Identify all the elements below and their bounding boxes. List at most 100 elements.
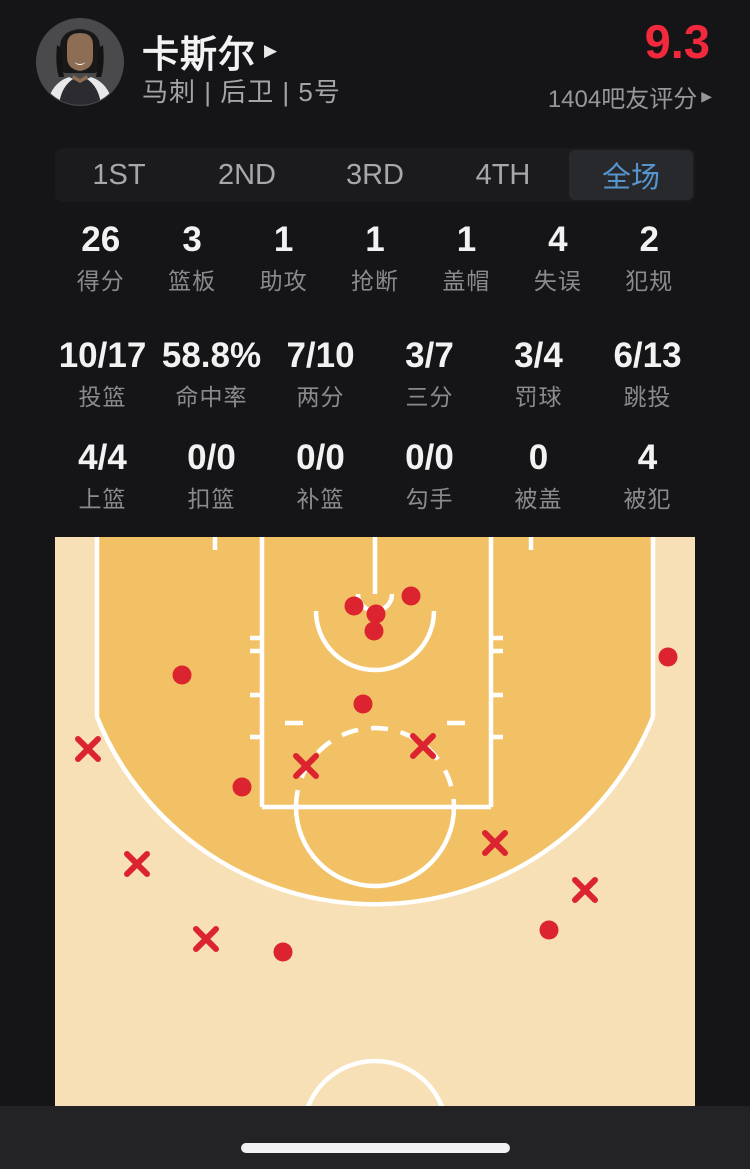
stat-label: 失误	[533, 268, 582, 294]
stat-value: 10/17	[58, 336, 147, 375]
stat-label: 被盖	[514, 486, 563, 512]
player-photo	[37, 19, 123, 105]
missed-shot-marker	[124, 851, 150, 877]
stat-value: 1	[273, 220, 294, 259]
bottom-bar	[0, 1106, 750, 1169]
missed-shot-marker	[482, 830, 508, 856]
missed-shot-marker	[410, 733, 436, 759]
stats-row-shot-types: 4/4 上篮 0/0 扣篮 0/0 补篮 0/0 勾手 0 被盖 4 被犯	[48, 436, 702, 514]
stat-cell: 2 犯规	[604, 218, 695, 296]
stat-cell: 0/0 补篮	[266, 436, 375, 514]
stat-cell: 0 被盖	[484, 436, 593, 514]
made-shot-marker	[344, 596, 364, 616]
stat-value: 4/4	[78, 438, 127, 477]
stat-cell: 0/0 扣篮	[157, 436, 266, 514]
tab-3RD[interactable]: 3RD	[313, 150, 437, 200]
rating-value: 9.3	[644, 15, 710, 68]
stat-value: 0	[528, 438, 549, 477]
stat-label: 扣篮	[187, 486, 236, 512]
stat-label: 盖帽	[442, 268, 491, 294]
lane-hash-left	[250, 635, 262, 740]
lane-hash-right	[491, 635, 503, 740]
tab-4TH[interactable]: 4TH	[441, 150, 565, 200]
made-shot-marker	[658, 647, 678, 667]
stat-cell: 3/4 罚球	[484, 334, 593, 412]
made-shot-marker	[364, 621, 384, 641]
stat-label: 篮板	[168, 268, 217, 294]
made-shot-marker	[353, 694, 373, 714]
stat-cell: 26 得分	[55, 218, 146, 296]
made-shot-marker	[172, 665, 192, 685]
stat-value: 1	[456, 220, 477, 259]
stat-label: 三分	[405, 384, 454, 410]
stat-label: 被犯	[623, 486, 672, 512]
stat-value: 3/4	[514, 336, 563, 375]
stat-cell: 0/0 勾手	[375, 436, 484, 514]
made-shot-marker	[366, 604, 386, 624]
name-expand-arrow-icon: ▶	[264, 41, 278, 60]
stat-cell: 6/13 跳投	[593, 334, 702, 412]
tab-全场[interactable]: 全场	[569, 150, 693, 200]
rating-caption: 1404吧友评分	[547, 86, 698, 113]
stat-label: 犯规	[625, 268, 674, 294]
stat-label: 罚球	[514, 384, 563, 410]
made-shot-marker	[401, 586, 421, 606]
restricted-area-arc	[313, 610, 437, 673]
stat-value: 6/13	[613, 336, 682, 375]
stats-row-basic: 26 得分 3 篮板 1 助攻 1 抢断 1 盖帽 4 失误 2 犯规	[55, 218, 695, 296]
stat-cell: 10/17 投篮	[48, 334, 157, 412]
stat-value: 1	[365, 220, 385, 259]
tab-2ND[interactable]: 2ND	[185, 150, 309, 200]
stat-value: 7/10	[286, 336, 355, 375]
missed-shot-marker	[75, 736, 101, 762]
shot-chart	[55, 537, 695, 1169]
stat-value: 4	[637, 438, 658, 477]
home-indicator[interactable]	[241, 1143, 510, 1153]
stat-value: 0/0	[405, 438, 454, 477]
stat-value: 26	[81, 220, 121, 259]
player-header: 卡斯尔 ▶ 马刺 | 后卫 | 5号 9.3 1404吧友评分 ▶	[0, 0, 750, 130]
stat-label: 得分	[76, 268, 125, 294]
shot-markers	[75, 586, 678, 962]
court-inside-arc-area	[97, 537, 653, 905]
stat-cell: 1 盖帽	[421, 218, 512, 296]
stat-label: 跳投	[623, 384, 672, 410]
stat-value: 0/0	[296, 438, 345, 477]
stat-cell: 1 抢断	[329, 218, 420, 296]
stat-value: 0/0	[187, 438, 236, 477]
stat-label: 抢断	[350, 268, 399, 294]
stat-value: 2	[639, 220, 660, 259]
stat-label: 补篮	[296, 486, 345, 512]
halfcourt-svg	[55, 537, 695, 1169]
player-name-row[interactable]: 卡斯尔 ▶	[142, 24, 277, 78]
stat-value: 3/7	[405, 336, 454, 375]
stat-cell: 4 失误	[512, 218, 603, 296]
rating-arrow-icon: ▶	[701, 88, 712, 104]
made-shot-marker	[232, 777, 252, 797]
stat-value: 3	[182, 220, 202, 259]
stat-cell: 3 篮板	[146, 218, 237, 296]
made-shot-marker	[539, 920, 559, 940]
stat-value: 58.8%	[161, 336, 262, 375]
stat-cell: 58.8% 命中率	[157, 334, 266, 412]
free-throw-circle-bottom	[293, 806, 457, 889]
stat-cell: 4/4 上篮	[48, 436, 157, 514]
made-shot-marker	[273, 942, 293, 962]
stat-label: 上篮	[78, 486, 127, 512]
player-meta: 马刺 | 后卫 | 5号	[142, 77, 341, 107]
player-name: 卡斯尔	[142, 34, 256, 75]
player-avatar[interactable]	[36, 18, 124, 106]
stat-value: 4	[548, 220, 568, 259]
missed-shot-marker	[193, 926, 219, 952]
rating-link[interactable]: 1404吧友评分 ▶	[548, 79, 712, 114]
period-tabs: 1ST 2ND 3RD 4TH 全场	[55, 148, 695, 202]
stat-label: 命中率	[175, 384, 248, 410]
stat-label: 两分	[296, 384, 345, 410]
stat-label: 勾手	[405, 486, 454, 512]
missed-shot-marker	[293, 753, 319, 779]
tab-1ST[interactable]: 1ST	[57, 150, 181, 200]
stat-cell: 7/10 两分	[266, 334, 375, 412]
stat-label: 助攻	[259, 268, 308, 294]
missed-shot-marker	[572, 877, 598, 903]
